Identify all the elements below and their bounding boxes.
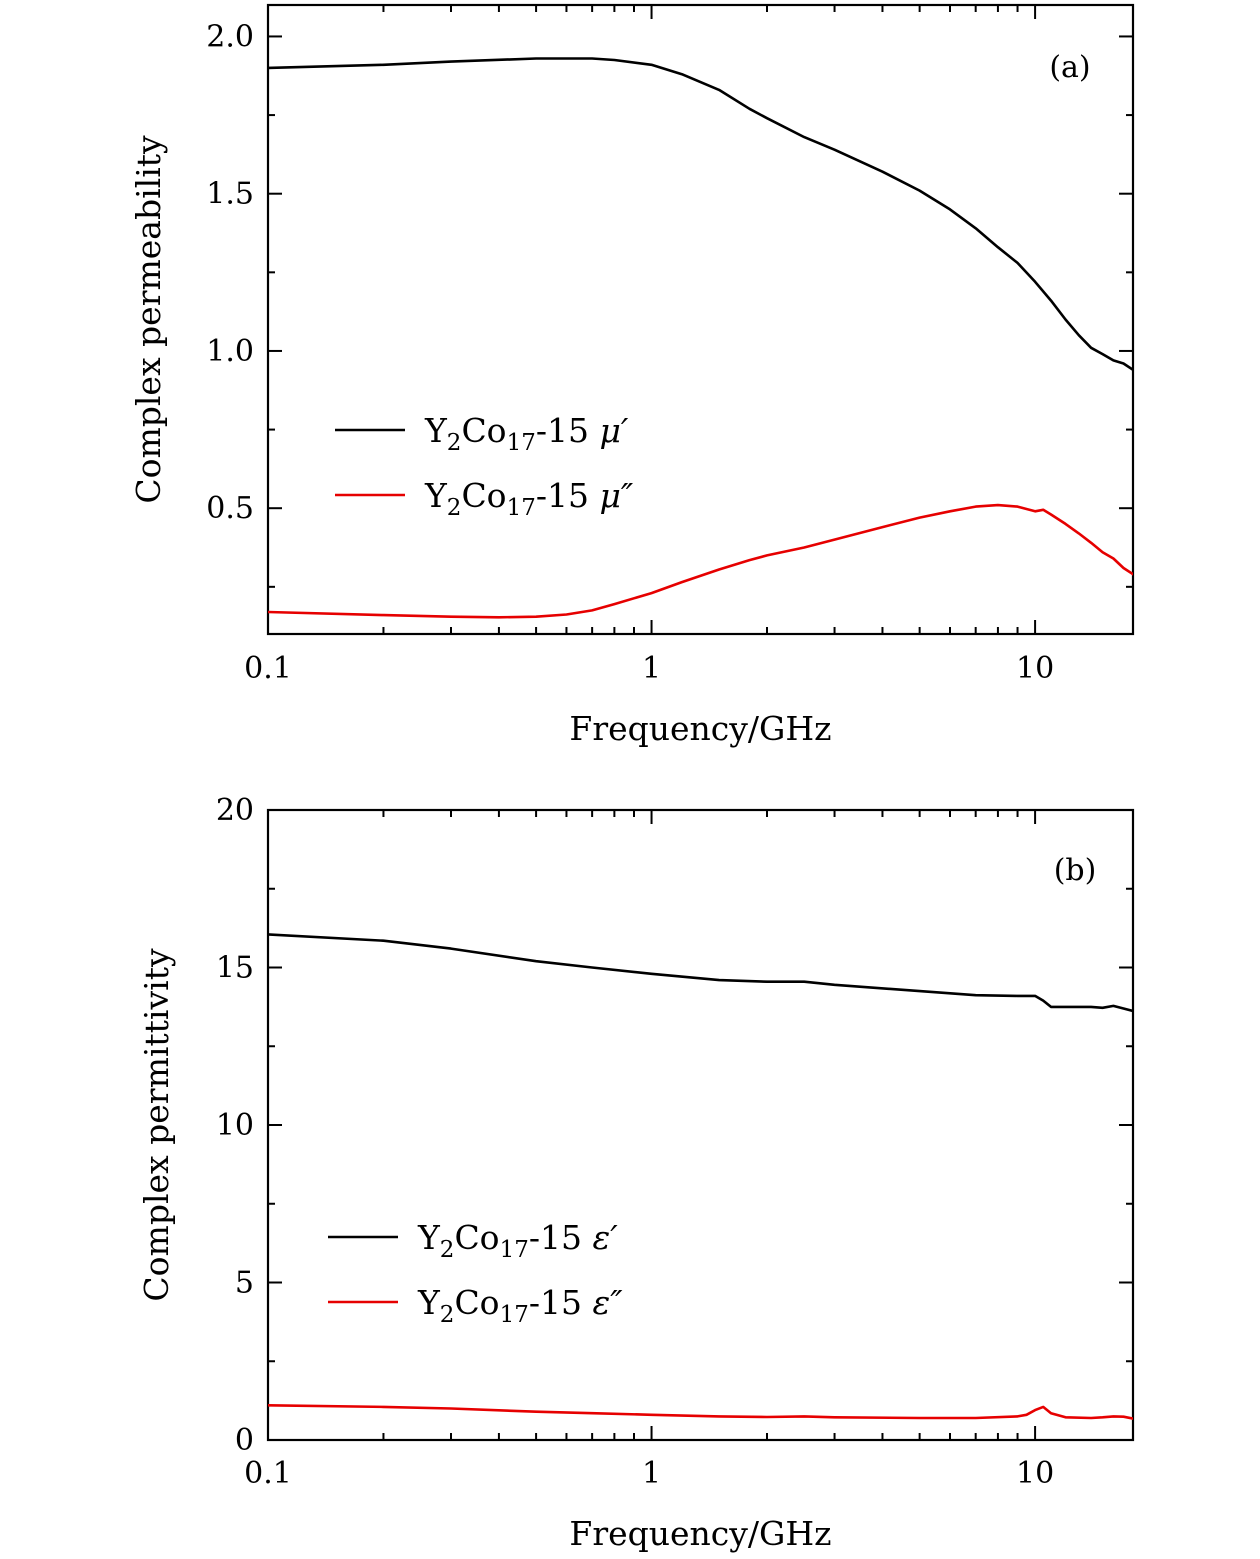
- x-tick-label: 1: [642, 651, 661, 686]
- legend-entry-label: Y2Co17-15 ε′: [417, 1218, 618, 1263]
- legend-text-part: -15: [529, 1218, 593, 1257]
- legend-text-part: Y: [417, 1283, 441, 1322]
- y-axis-label: Complex permittivity: [137, 948, 176, 1302]
- plot-frame: [266, 808, 1135, 1442]
- legend-text-part: 2: [440, 1237, 455, 1263]
- x-axis-label: Frequency/GHz: [569, 1514, 831, 1553]
- series-line-imaginary: [268, 503, 1133, 619]
- legend-text-part: 17: [500, 1237, 529, 1263]
- series-line-imaginary: [268, 1404, 1133, 1420]
- legend-text-part: -15: [529, 1283, 593, 1322]
- legend-text-part: Co: [454, 1218, 499, 1257]
- x-tick-label: 1: [642, 1456, 661, 1491]
- legend-text-part: Co: [461, 476, 506, 515]
- y-tick-label: 0: [235, 1423, 254, 1458]
- y-tick-label: 0.5: [206, 491, 254, 526]
- legend-text-part: Co: [461, 411, 506, 450]
- y-tick-label: 5: [235, 1266, 254, 1301]
- legend-entry-label: Y2Co17-15 μ″: [424, 476, 634, 521]
- y-axis-label: Complex permeability: [129, 135, 168, 504]
- legend-text-part: 2: [440, 1302, 455, 1328]
- legend-text-part: 17: [507, 495, 536, 521]
- legend-text-part: ε′: [592, 1218, 618, 1257]
- y-tick-label: 10: [216, 1108, 254, 1143]
- legend-text-part: μ″: [599, 476, 633, 515]
- legend-text-part: Y: [417, 1218, 441, 1257]
- panel-b: 0.1 1 10 0 5 10 15 20 Frequency/GHz Complex permi…: [137, 793, 1135, 1553]
- series-line-real: [268, 57, 1133, 372]
- plot-frame: [266, 3, 1135, 636]
- x-tick-label: 0.1: [244, 1456, 292, 1491]
- legend: Y2Co17-15 μ′Y2Co17-15 μ″: [335, 411, 634, 521]
- legend: Y2Co17-15 ε′Y2Co17-15 ε″: [328, 1218, 623, 1328]
- y-tick-label: 2.0: [206, 19, 254, 54]
- legend-text-part: 17: [500, 1302, 529, 1328]
- x-tick-label: 10: [1016, 651, 1054, 686]
- y-tick-label: 1.0: [206, 334, 254, 369]
- legend-text-part: -15: [536, 411, 600, 450]
- panel-a: 0.1 1 10 0.5 1.0 1.5 2.0 Frequency/GHz Complex p…: [129, 3, 1135, 748]
- legend-text-part: 17: [507, 430, 536, 456]
- y-tick-label: 15: [216, 951, 254, 986]
- legend-text-part: 2: [447, 430, 462, 456]
- legend-entry-label: Y2Co17-15 ε″: [417, 1283, 623, 1328]
- x-tick-label: 10: [1016, 1456, 1054, 1491]
- panel-label: (b): [1054, 853, 1097, 888]
- legend-text-part: 2: [447, 495, 462, 521]
- legend-text-part: μ′: [599, 411, 628, 450]
- legend-text-part: ε″: [592, 1283, 623, 1322]
- x-tick-label: 0.1: [244, 651, 292, 686]
- legend-text-part: Y: [424, 411, 448, 450]
- panel-label: (a): [1049, 50, 1090, 85]
- legend-text-part: -15: [536, 476, 600, 515]
- y-tick-label: 1.5: [206, 177, 254, 212]
- series-line-real: [268, 933, 1133, 1013]
- legend-text-part: Y: [424, 476, 448, 515]
- legend-text-part: Co: [454, 1283, 499, 1322]
- legend-entry-label: Y2Co17-15 μ′: [424, 411, 629, 456]
- x-axis-label: Frequency/GHz: [569, 709, 831, 748]
- y-tick-label: 20: [216, 793, 254, 828]
